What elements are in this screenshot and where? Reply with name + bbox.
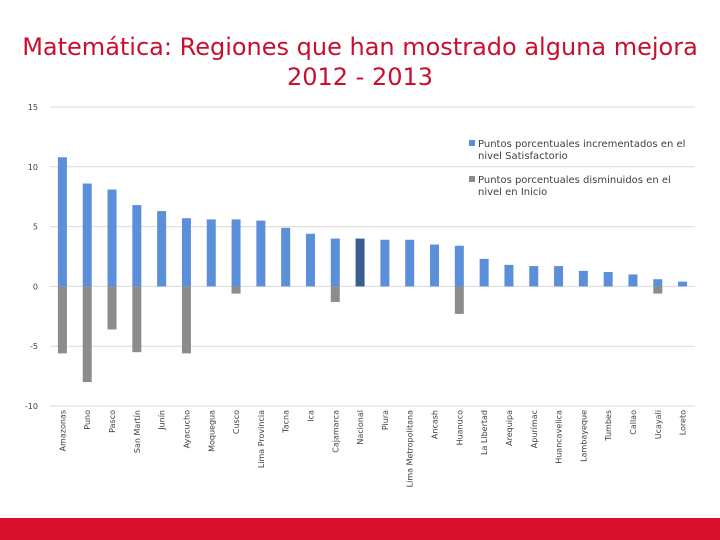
x-tick-label: Junín [158, 410, 167, 431]
x-tick-label: Tumbes [604, 410, 613, 442]
x-tick-label: Ayacucho [182, 410, 191, 449]
y-tick-label: -5 [30, 342, 38, 351]
bar-increase [603, 272, 613, 287]
x-tick-label: Arequipa [505, 410, 514, 446]
y-tick-label: 15 [28, 103, 38, 112]
x-tick-label: Piura [381, 410, 390, 430]
bar-increase [181, 218, 191, 287]
y-tick-label: 0 [33, 282, 38, 291]
bar-increase [206, 219, 216, 287]
bar-increase [132, 205, 142, 287]
y-tick-label: 10 [28, 163, 38, 172]
x-tick-label: Tacna [282, 410, 291, 434]
bar-increase [231, 219, 241, 287]
bar-decrease [231, 286, 241, 294]
bar-decrease [107, 286, 117, 330]
bar-increase [256, 220, 266, 287]
bar-increase [578, 270, 588, 287]
legend-label-increase: Puntos porcentuales incrementados en el n… [478, 139, 685, 162]
bar-increase [157, 211, 167, 287]
bar-increase [330, 238, 340, 287]
legend-label-decrease: Puntos porcentuales disminuidos en el niv… [478, 175, 671, 198]
x-tick-label: Ancash [431, 410, 440, 439]
chart-title: Matemática: Regiones que han mostrado al… [0, 32, 720, 92]
bar-decrease [330, 286, 340, 302]
bar-increase [653, 279, 663, 287]
x-tick-label: Huanuco [455, 410, 464, 446]
legend-swatch-increase [469, 140, 475, 146]
x-tick-label: Cajamarca [331, 410, 340, 453]
bar-increase [355, 238, 365, 287]
x-tick-label: Callao [629, 410, 638, 435]
x-tick-label: Amazonas [58, 410, 67, 451]
bar-increase [380, 239, 390, 287]
x-tick-label: Ucayali [654, 410, 663, 439]
bar-decrease [454, 286, 464, 314]
x-tick-label: Pasco [108, 410, 117, 433]
x-tick-label: Lambayeque [579, 410, 588, 462]
bar-increase [529, 266, 539, 287]
x-tick-label: La Libertad [480, 410, 489, 455]
x-tick-label: Nacional [356, 410, 365, 445]
legend-swatch-decrease [469, 176, 475, 182]
bar-increase [554, 266, 564, 287]
x-tick-label: San Martín [133, 410, 142, 453]
x-tick-label: Lima Metropolitana [406, 410, 415, 487]
bar-increase [454, 245, 464, 287]
y-tick-label: -10 [25, 402, 38, 411]
x-tick-label: Apurímac [530, 410, 539, 448]
bar-increase [57, 157, 67, 287]
x-tick-label: Puno [83, 410, 92, 430]
bar-chart: -10 -5 0 5 10 15 Amazonas Puno Pasco San Martín Ju… [25, 103, 695, 487]
bar-increase [281, 227, 291, 287]
bar-increase [82, 183, 92, 287]
bar-increase [430, 244, 440, 287]
bar-increase [628, 274, 638, 287]
bar-increase [107, 189, 117, 287]
bar-increase [405, 239, 415, 287]
bar-decrease [82, 286, 92, 383]
x-tick-label: Ica [306, 410, 315, 422]
bar-increase [504, 264, 514, 287]
bar-decrease [653, 286, 663, 294]
x-tick-label: Huancavelica [555, 410, 564, 464]
footer-bar [0, 518, 720, 540]
x-tick-label: Moquegua [207, 410, 216, 452]
x-tick-label: Lima Provincia [257, 410, 266, 468]
chart-title-line1: Matemática: Regiones que han mostrado al… [22, 33, 698, 61]
y-tick-label: 5 [33, 223, 38, 232]
x-tick-label: Loreto [679, 410, 688, 435]
x-tick-label: Cusco [232, 410, 241, 434]
bar-decrease [57, 286, 67, 354]
bar-increase [479, 258, 489, 287]
chart-title-line2: 2012 - 2013 [286, 63, 434, 91]
bar-decrease [181, 286, 191, 354]
bar-decrease [132, 286, 142, 353]
bar-increase [305, 233, 315, 287]
bar-increase [678, 281, 688, 287]
